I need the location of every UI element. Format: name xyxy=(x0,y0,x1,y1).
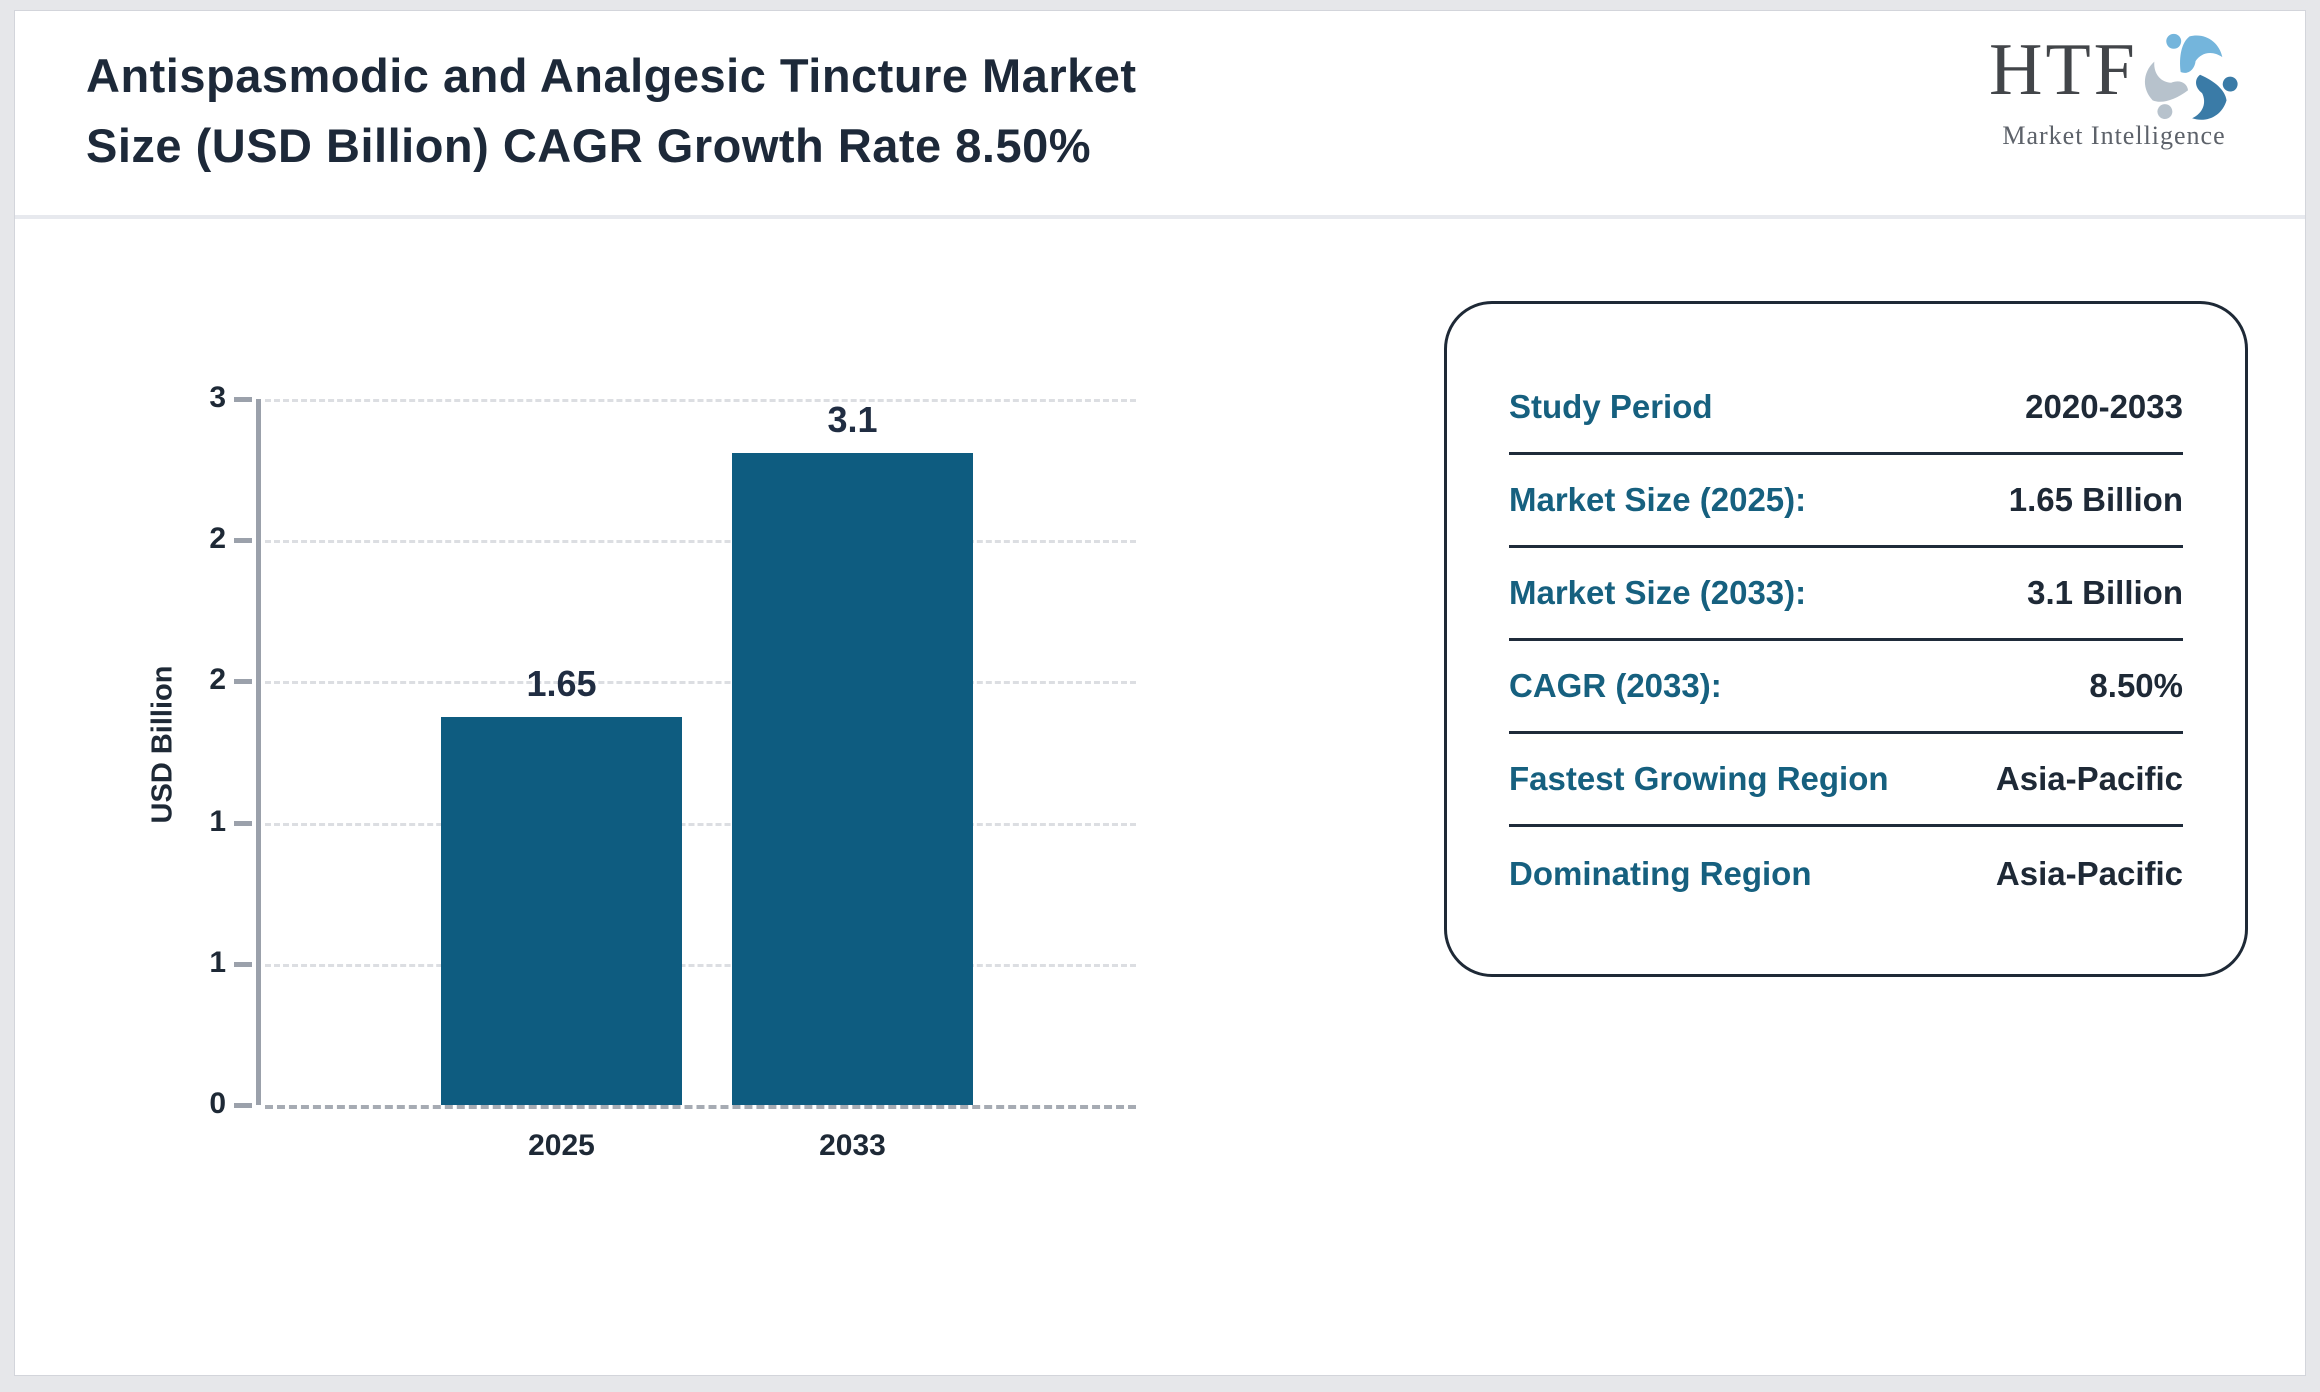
bar-group-2033: 3.1 xyxy=(732,399,973,1105)
page-title-line-2: Size (USD Billion) CAGR Growth Rate 8.50… xyxy=(86,119,1092,172)
header: Antispasmodic and Analgesic Tincture Mar… xyxy=(15,11,2305,219)
htf-swirl-icon xyxy=(2139,33,2239,129)
page-title: Antispasmodic and Analgesic Tincture Mar… xyxy=(86,41,1137,181)
content-card: Antispasmodic and Analgesic Tincture Mar… xyxy=(14,10,2306,1376)
x-tick-label-2025: 2025 xyxy=(528,1129,595,1162)
bar-2025 xyxy=(441,716,682,1105)
x-tick-label-2033: 2033 xyxy=(819,1129,886,1162)
summary-label: Dominating Region xyxy=(1509,854,1812,892)
y-tick-mark xyxy=(234,538,252,544)
y-tick-mark xyxy=(234,961,252,967)
y-tick-label-0: 0 xyxy=(209,1087,226,1120)
htf-logo-text: HTF xyxy=(1989,29,2138,111)
summary-value: Asia-Pacific xyxy=(1995,760,2183,797)
x-axis-baseline xyxy=(265,1105,1136,1109)
y-tick-label-1_2: 1 xyxy=(209,804,226,838)
summary-value: Asia-Pacific xyxy=(1995,854,2183,892)
gridline xyxy=(265,681,1136,685)
summary-row-market-size-2025: Market Size (2025): 1.65 Billion xyxy=(1509,455,2183,548)
summary-row-dominating-region: Dominating Region Asia-Pacific xyxy=(1509,827,2183,920)
gridline xyxy=(265,399,1136,402)
gridline xyxy=(265,822,1136,826)
bar-value-2025: 1.65 xyxy=(526,662,597,704)
y-tick-mark xyxy=(234,1103,252,1108)
y-tick-label-3: 3 xyxy=(209,381,226,414)
summary-label: Study Period xyxy=(1509,388,1713,425)
market-summary-card: Study Period 2020-2033 Market Size (2025… xyxy=(1444,301,2248,977)
bar-2033 xyxy=(732,453,973,1105)
htf-logo-subtitle: Market Intelligence xyxy=(2002,121,2226,150)
y-tick-mark xyxy=(234,679,252,685)
summary-value: 8.50% xyxy=(2089,667,2183,704)
y-tick-label-2_4: 2 xyxy=(209,522,226,556)
summary-value: 1.65 Billion xyxy=(2008,481,2183,518)
bar-value-2033: 3.1 xyxy=(827,399,878,440)
summary-label: CAGR (2033): xyxy=(1509,667,1722,704)
htf-logo: HTF Market Intelligence xyxy=(1989,27,2239,151)
y-tick-mark xyxy=(234,397,252,402)
bar-group-2025: 1.65 xyxy=(441,399,682,1105)
htf-logo-row: HTF xyxy=(1989,27,2239,129)
summary-value: 2020-2033 xyxy=(2025,388,2183,425)
y-tick-label-1_8: 2 xyxy=(209,663,226,697)
summary-value: 3.1 Billion xyxy=(2027,574,2183,611)
y-tick-label-0_6: 1 xyxy=(209,945,226,979)
bar-chart-plot-area: USD Billion 3 2 2 1 1 0 1.65 3.1 2025 20… xyxy=(147,381,1136,1162)
summary-label: Fastest Growing Region xyxy=(1509,760,1889,797)
y-tick-mark xyxy=(234,820,252,826)
page-title-line-1: Antispasmodic and Analgesic Tincture Mar… xyxy=(86,49,1137,102)
summary-label: Market Size (2025): xyxy=(1509,481,1807,518)
summary-row-cagr: CAGR (2033): 8.50% xyxy=(1509,641,2183,734)
summary-row-study-period: Study Period 2020-2033 xyxy=(1509,362,2183,455)
summary-label: Market Size (2033): xyxy=(1509,574,1807,611)
gridline xyxy=(265,963,1136,967)
summary-row-market-size-2033: Market Size (2033): 3.1 Billion xyxy=(1509,548,2183,641)
summary-row-fastest-growing-region: Fastest Growing Region Asia-Pacific xyxy=(1509,734,2183,827)
gridline xyxy=(265,540,1136,544)
